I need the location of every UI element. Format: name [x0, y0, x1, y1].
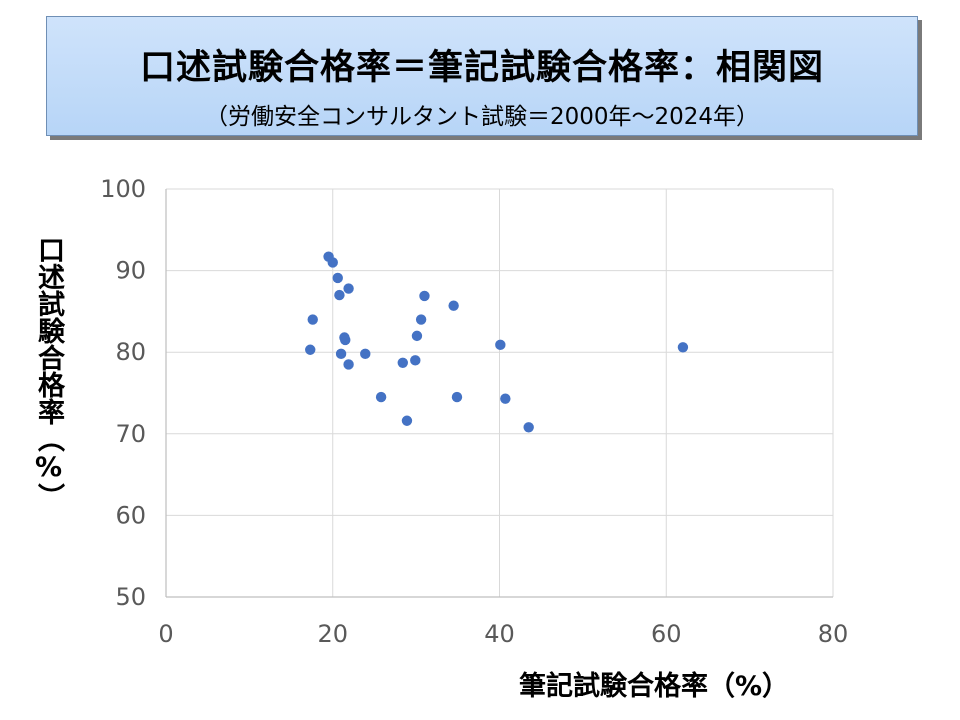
data-point — [419, 290, 430, 302]
title-box: 口述試験合格率＝筆記試験合格率：相関図 （労働安全コンサルタント試験＝2000年… — [46, 16, 918, 136]
y-axis-label: 口述試験合格率（%） — [33, 236, 64, 510]
y-tick-label: 50 — [115, 583, 146, 611]
data-point — [677, 342, 689, 353]
data-point — [332, 272, 343, 284]
y-tick-label: 60 — [115, 501, 146, 529]
chart-grid — [166, 188, 834, 597]
x-tick-label: 0 — [158, 620, 173, 648]
chart-points — [305, 251, 689, 433]
data-point — [451, 391, 463, 403]
data-point — [401, 415, 413, 426]
data-point — [448, 300, 459, 311]
data-point — [305, 344, 316, 355]
x-tick-label: 80 — [818, 620, 849, 648]
data-point — [375, 391, 387, 403]
data-point — [523, 422, 534, 433]
data-point — [334, 289, 345, 301]
chart-tick-labels: 50 60 70 80 90 100 0 20 40 60 80 — [100, 175, 848, 648]
chart-subtitle: （労働安全コンサルタント試験＝2000年～2024年） — [204, 104, 760, 130]
data-point — [335, 348, 347, 360]
chart-axes — [165, 189, 833, 598]
chart-title: 口述試験合格率＝筆記試験合格率：相関図 — [139, 48, 824, 88]
x-tick-label: 20 — [317, 620, 348, 648]
data-point — [495, 339, 506, 351]
data-point — [340, 334, 351, 346]
x-axis-label: 筆記試験合格率（%） — [519, 671, 790, 702]
y-tick-label: 90 — [115, 257, 146, 285]
y-tick-label: 80 — [115, 338, 146, 366]
data-point — [327, 257, 338, 268]
data-point — [411, 330, 423, 342]
y-tick-label: 70 — [115, 420, 146, 448]
x-tick-label: 60 — [651, 620, 682, 648]
x-tick-label: 40 — [484, 620, 515, 648]
data-point — [500, 393, 511, 404]
data-point — [415, 314, 427, 325]
data-point — [307, 314, 318, 325]
data-point — [410, 355, 421, 366]
data-point — [397, 357, 408, 369]
data-point — [360, 348, 371, 360]
data-point — [343, 283, 354, 294]
data-point — [343, 359, 354, 370]
y-tick-label: 100 — [100, 175, 146, 203]
